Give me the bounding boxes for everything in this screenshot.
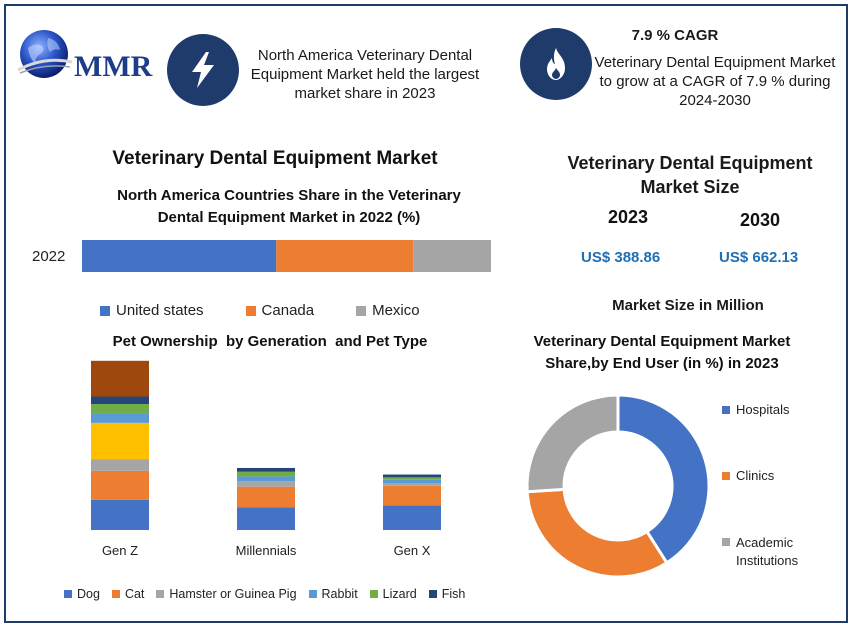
infographic-frame [4,4,848,623]
pet-bar-gen-z-lizard [91,404,149,414]
market-size-value-2023: US$ 388.86 [581,249,661,266]
legend-fish: Fish [428,587,465,601]
kpi-cagr-title: 7.9 % CAGR [631,27,719,44]
na-share-legend: United states Canada Mexico [100,302,420,319]
legend-clinics: Clinics [722,468,774,483]
flame-icon [547,48,565,80]
pet-bar-gen-z-hamster-or-guinea-pig [91,459,149,471]
pet-ownership-chart-title: Pet Ownership by Generation and Pet Type [112,333,428,350]
market-size-year-2030: 2030 [740,210,781,230]
kpi-cagr-text: Veterinary Dental Equipment Market to gr… [594,54,836,109]
pet-bar-gen-x-dog [383,505,441,530]
pet-ownership-chart: Gen Z Millennials Gen X [91,360,441,558]
pet-bar-gen-z-dog [91,499,149,530]
legend-hospitals: Hospitals [722,402,789,417]
legend-canada: Canada [245,302,314,319]
legend-dog: Dog [64,587,100,601]
pet-bar-gen-z-fish [91,396,149,405]
pet-bar-gen-x-cat [383,485,441,506]
market-size-title: Veterinary Dental Equipment Market Size [567,153,813,197]
donut-slice-clinics [525,487,669,579]
globe-icon [17,30,73,78]
pet-ownership-legend: Dog Cat Hamster or Guinea Pig Rabbit Liz… [64,587,465,601]
pet-bar-millennials-rabbit [237,476,295,482]
legend-united-states: United states [100,302,204,319]
lightning-icon [192,52,214,88]
pet-bar-gen-z-segment [91,422,149,460]
kpi-flame-badge [520,28,592,100]
na-share-chart-title: North America Countries Share in the Vet… [117,187,461,226]
end-user-donut-chart [525,393,711,579]
pet-bar-gen-x-fish [383,474,441,478]
pet-bar-gen-x-lizard [383,477,441,480]
market-size-value-2030: US$ 662.13 [719,249,799,266]
pet-bar-gen-x-hamster-or-guinea-pig [383,483,441,486]
donut-slice-academic-institutions [525,393,620,494]
legend-cat: Cat [111,587,144,601]
market-size-year-2023: 2023 [608,207,649,227]
pet-bar-gen-z-cat [91,470,149,500]
pet-bar-gen-z-segment [91,360,149,397]
na-share-bar-united-states [82,240,277,272]
legend-lizard: Lizard [369,587,417,601]
pet-bar-millennials-hamster-or-guinea-pig [237,481,295,487]
pet-bar-gen-z-rabbit [91,413,149,423]
na-share-bar-mexico [413,240,491,272]
market-size-unit-note: Market Size in Million [612,297,764,314]
donut-slice-hospitals [616,393,711,565]
pet-category-label: Gen X [394,543,431,558]
na-share-bar-canada [276,240,414,272]
logo: MMR [14,26,159,86]
legend-mexico: Mexico [356,302,420,319]
na-share-chart: 2022 [32,240,491,272]
na-share-category-label: 2022 [32,248,65,265]
end-user-chart-title: Veterinary Dental Equipment Market Share… [533,333,791,372]
pet-category-label: Millennials [236,543,297,558]
pet-bar-gen-x-rabbit [383,479,441,483]
main-title: Veterinary Dental Equipment Market [112,148,438,169]
pet-bar-millennials-lizard [237,471,295,477]
pet-bar-millennials-dog [237,507,295,530]
pet-bar-millennials-fish [237,467,295,472]
legend-rabbit: Rabbit [308,587,358,601]
legend-hamster: Hamster or Guinea Pig [156,587,297,601]
legend-academic: Academic Institutions [722,534,822,570]
logo-text: MMR [74,50,153,83]
pet-category-label: Gen Z [102,543,138,558]
kpi-market-share-text: North America Veterinary Dental Equipmen… [250,47,480,102]
pet-bar-millennials-cat [237,486,295,508]
kpi-lightning-badge [167,34,239,106]
